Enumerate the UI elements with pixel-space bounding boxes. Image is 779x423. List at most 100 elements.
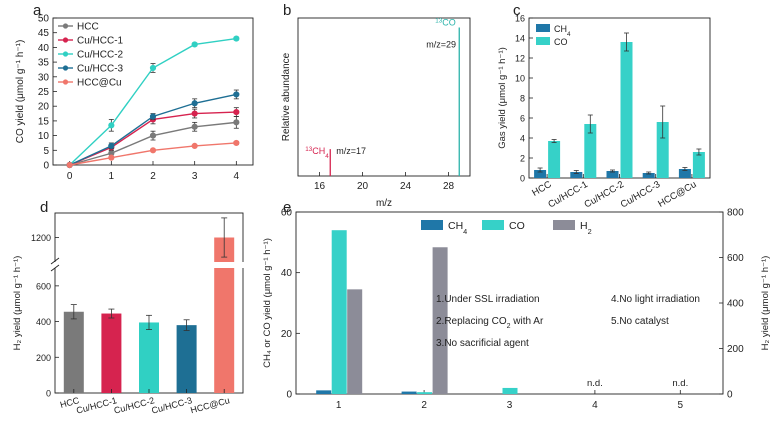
bar — [214, 268, 235, 393]
panel-a: a 0 5 10 15 20 25 30 35 40 45 50 0 1 2 3 4 CO yield (μmol… — [15, 2, 254, 182]
bar — [139, 322, 159, 393]
bar — [502, 387, 518, 394]
x-tick-label: 1 — [109, 171, 115, 182]
legend-marker — [62, 51, 69, 57]
y-tick-label: 0 — [520, 174, 525, 184]
bar — [316, 390, 332, 394]
peak-mz-label: m/z=29 — [426, 39, 456, 49]
data-point — [149, 113, 157, 120]
bar — [101, 313, 122, 393]
bar — [656, 122, 669, 178]
y-axis-label-right: H₂ yield (μmol g⁻¹ h⁻¹) — [760, 256, 771, 351]
y-tick-label: 40 — [38, 43, 50, 54]
y-tick-label-left: 20 — [281, 329, 293, 340]
x-tick-label: 0 — [67, 171, 73, 182]
y-axis-label: Relative abundance — [281, 52, 292, 141]
y-tick-label-left: 60 — [281, 208, 293, 219]
data-point — [149, 64, 157, 72]
peak-species-label: 13CO — [435, 17, 456, 28]
x-tick-label: Cu/HCC-3 — [150, 395, 193, 415]
data-point — [233, 108, 240, 116]
x-tick-label: Cu/HCC-2 — [583, 179, 626, 210]
y-tick-label: 30 — [38, 72, 50, 83]
bar — [417, 392, 433, 394]
y-tick-label: 5 — [43, 146, 49, 157]
condition-note: 3.No sacrificial agent — [436, 338, 529, 349]
y-tick-label-right: 400 — [727, 299, 744, 310]
y-axis-label: Gas yield (μmol g⁻¹ h⁻¹) — [497, 47, 508, 149]
y-tick-label: 0 — [43, 161, 49, 172]
legend-marker — [62, 37, 69, 43]
axis-break-mark — [50, 257, 60, 265]
x-tick-label: 16 — [314, 181, 326, 192]
axis-break-gap — [49, 262, 249, 268]
y-tick-label: 600 — [36, 281, 51, 291]
legend-label: CH4 — [554, 24, 571, 38]
bar — [176, 325, 197, 393]
bar — [570, 172, 583, 178]
y-tick-label: 15 — [38, 116, 50, 127]
legend-label: CO — [509, 220, 525, 232]
data-point — [66, 161, 73, 169]
legend-marker — [62, 79, 69, 85]
bar — [678, 169, 691, 178]
x-tick-label: 4 — [234, 171, 240, 182]
legend-label: Cu/HCC-3 — [77, 64, 124, 75]
x-tick-label: 2 — [421, 400, 427, 411]
data-point — [191, 142, 198, 149]
legend-label: H2 — [580, 220, 592, 236]
bar — [642, 173, 655, 178]
data-point — [149, 147, 157, 154]
condition-note: 4.No light irradiation — [611, 294, 700, 305]
y-tick-label: 0 — [46, 389, 51, 399]
bar — [401, 391, 417, 394]
peak-species-label: 13CH4 — [305, 146, 329, 160]
data-point — [108, 122, 115, 129]
bar — [548, 141, 561, 178]
x-tick-label: 1 — [336, 400, 342, 411]
data-point — [191, 41, 198, 48]
panel-label-d: d — [40, 199, 48, 216]
y-tick-label: 10 — [38, 131, 50, 142]
x-tick-label: HCC@Cu — [656, 179, 698, 210]
y-tick-label: 16 — [515, 14, 525, 24]
panel-c: c 0 2 4 6 8 10 12 14 16 Gas yield (μmol g⁻¹ h⁻¹) HC… — [497, 2, 711, 211]
data-point — [108, 154, 115, 161]
bar — [692, 152, 705, 178]
x-tick-label: 24 — [400, 181, 412, 192]
x-tick-label: 3 — [507, 400, 513, 411]
bar — [331, 230, 347, 394]
y-tick-label-right: 800 — [727, 208, 744, 219]
y-tick-label-right: 0 — [727, 390, 733, 401]
plot-frame — [297, 17, 471, 177]
x-tick-label: Cu/HCC-3 — [619, 179, 662, 210]
panel-d: d 0 200 400 600 1200 H₂ yield (μmol g⁻¹ h⁻¹) HC… — [12, 199, 249, 416]
x-tick-label: 28 — [443, 181, 455, 192]
legend-swatch — [482, 220, 504, 230]
data-point — [191, 100, 198, 107]
panel-label-e: e — [283, 199, 291, 216]
x-tick-label: 5 — [678, 400, 684, 411]
data-point — [233, 35, 240, 42]
panel-label-b: b — [283, 2, 291, 19]
legend-label: Cu/HCC-2 — [77, 50, 124, 61]
data-point — [233, 119, 240, 126]
legend-swatch — [536, 37, 550, 45]
data-point — [149, 132, 157, 139]
x-tick-label: 3 — [192, 171, 198, 182]
legend-swatch — [421, 220, 443, 230]
y-tick-label: 50 — [38, 14, 50, 25]
x-tick-label: Cu/HCC-2 — [113, 395, 156, 415]
legend-label: CO — [554, 37, 568, 47]
panel-label-c: c — [513, 2, 521, 19]
data-point — [191, 123, 198, 130]
y-axis-label: H₂ yield (μmol g⁻¹ h⁻¹) — [12, 256, 23, 351]
panel-label-a: a — [33, 2, 42, 19]
x-tick-label: HCC — [530, 179, 553, 199]
y-tick-label: 35 — [38, 58, 50, 69]
y-axis-label: CO yield (μmol g⁻¹ h⁻¹) — [15, 40, 26, 144]
legend-label: HCC@Cu — [77, 78, 122, 89]
y-tick-label: 14 — [515, 34, 525, 44]
legend-marker — [62, 23, 69, 29]
y-tick-label-right: 600 — [727, 253, 744, 264]
